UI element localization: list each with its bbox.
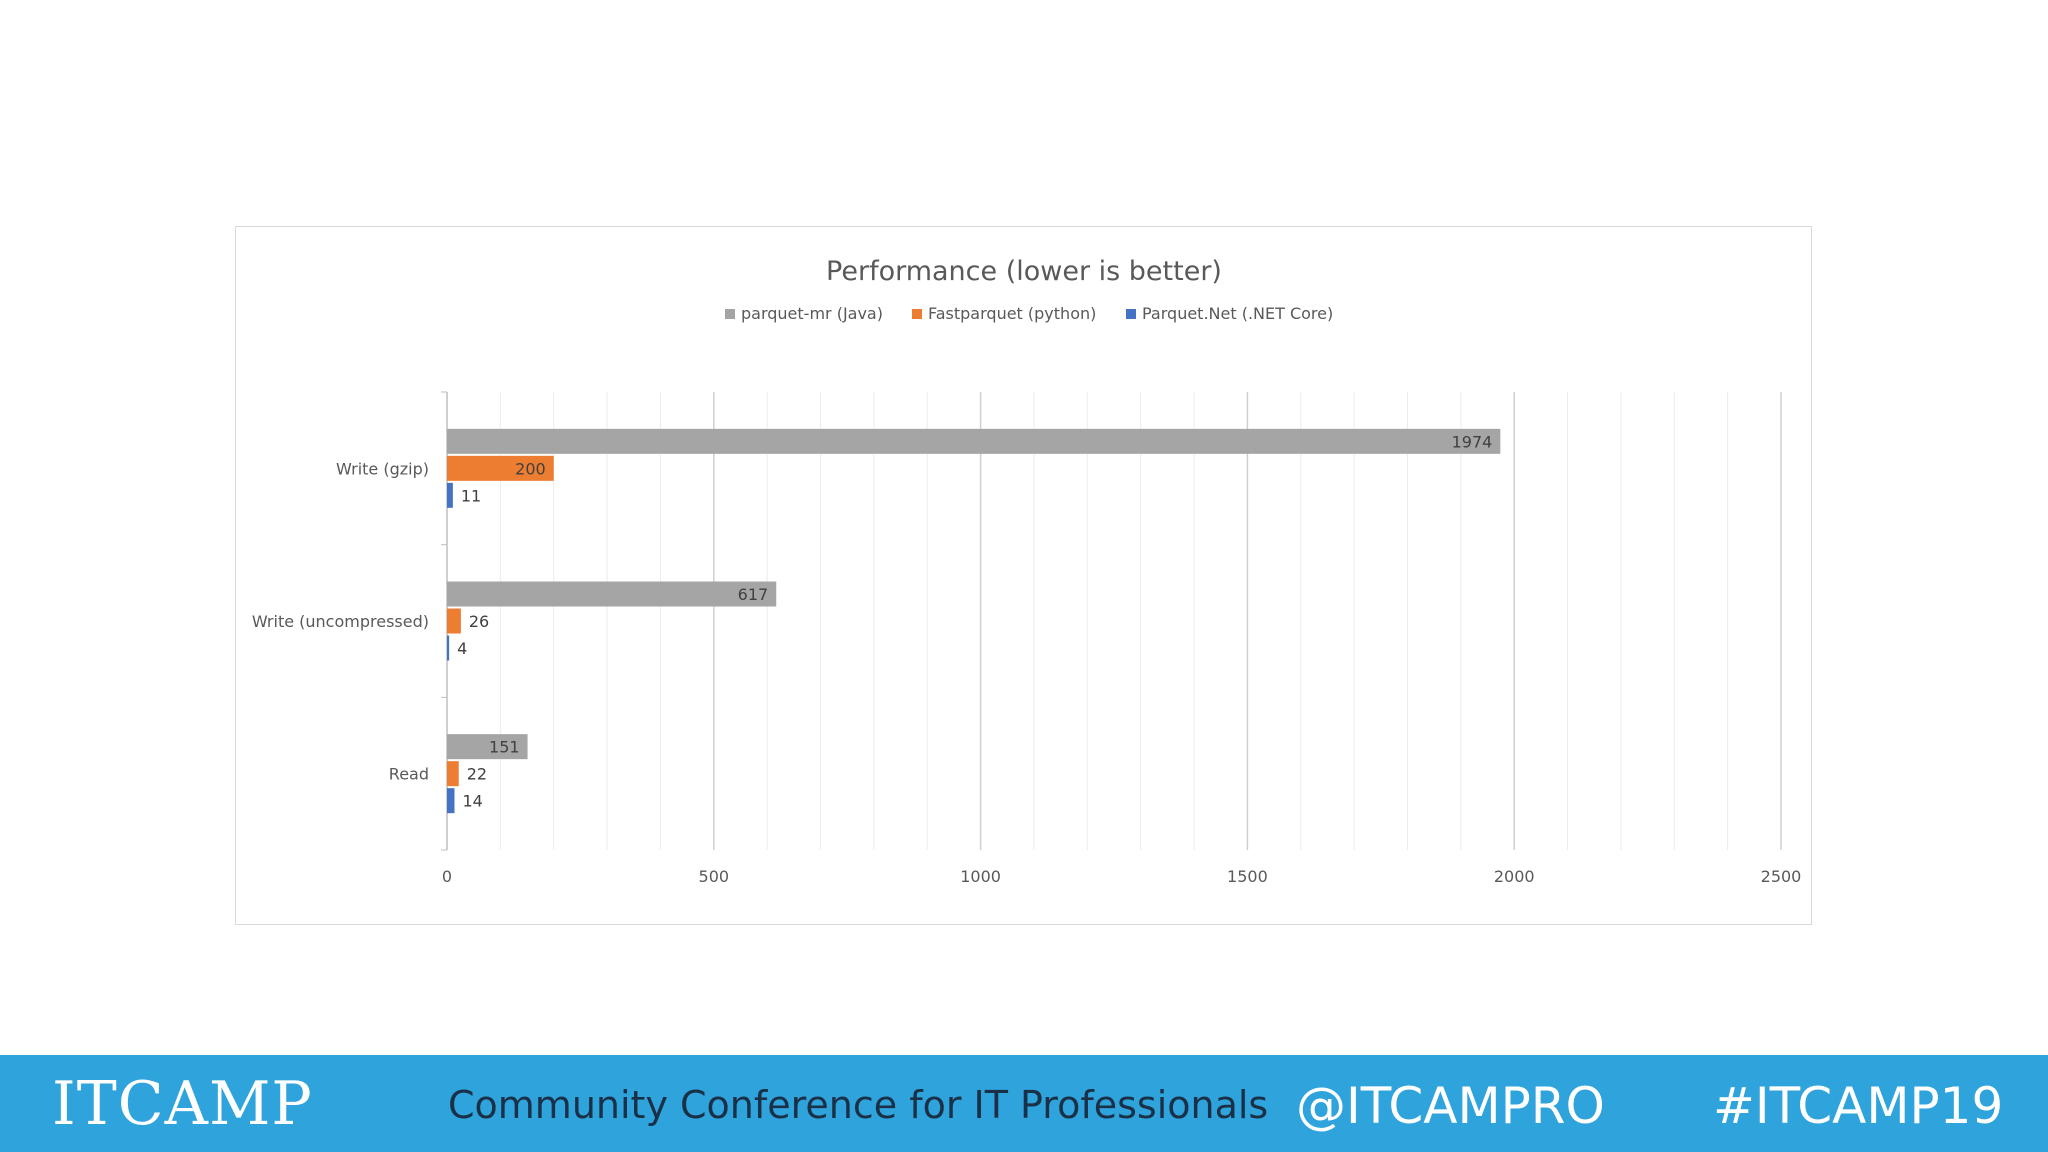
legend-swatch-0	[725, 309, 735, 319]
footer-bar: ITCAMP Community Conference for IT Profe…	[0, 1055, 2048, 1152]
data-label: 26	[469, 612, 489, 631]
bar	[447, 761, 459, 787]
legend-swatch-1	[912, 309, 922, 319]
x-tick-label: 500	[699, 867, 730, 886]
x-tick-label: 2000	[1494, 867, 1535, 886]
data-label: 200	[515, 459, 546, 478]
event-hashtag: #ITCAMP19	[1713, 1077, 2004, 1135]
x-tick-label: 2500	[1761, 867, 1802, 886]
bar	[447, 455, 554, 481]
x-tick-label: 1500	[1227, 867, 1268, 886]
logo-text: ITCAMP	[52, 1069, 313, 1139]
performance-chart: Performance (lower is better) parquet-mr …	[252, 256, 1802, 886]
legend-swatch-2	[1126, 309, 1136, 319]
bar	[447, 788, 455, 814]
data-label: 22	[467, 765, 487, 784]
legend-entry-0: parquet-mr (Java)	[741, 304, 883, 323]
bar	[447, 482, 453, 508]
bar	[447, 428, 1501, 454]
x-tick-label: 1000	[960, 867, 1001, 886]
category-label: Read	[389, 765, 429, 784]
data-label: 11	[461, 486, 481, 505]
bar	[447, 635, 450, 661]
data-label: 617	[738, 585, 769, 604]
itcamp-logo: ITCAMP	[52, 1073, 313, 1135]
chart-title: Performance (lower is better)	[826, 256, 1222, 287]
legend-entry-1: Fastparquet (python)	[928, 304, 1096, 323]
bar	[447, 581, 777, 607]
legend-entry-2: Parquet.Net (.NET Core)	[1142, 304, 1333, 323]
category-label: Write (uncompressed)	[252, 612, 429, 631]
data-label: 151	[489, 738, 520, 757]
data-label: 4	[457, 639, 467, 658]
category-label: Write (gzip)	[336, 459, 429, 478]
data-label: 14	[462, 792, 482, 811]
bar	[447, 608, 461, 634]
chart-card: Performance (lower is better) parquet-mr …	[235, 226, 1812, 925]
data-label: 1974	[1452, 432, 1493, 451]
footer-tagline: Community Conference for IT Professional…	[448, 1083, 1269, 1127]
bar	[447, 734, 528, 760]
twitter-handle: @ITCAMPRO	[1296, 1077, 1605, 1135]
x-tick-label: 0	[442, 867, 452, 886]
